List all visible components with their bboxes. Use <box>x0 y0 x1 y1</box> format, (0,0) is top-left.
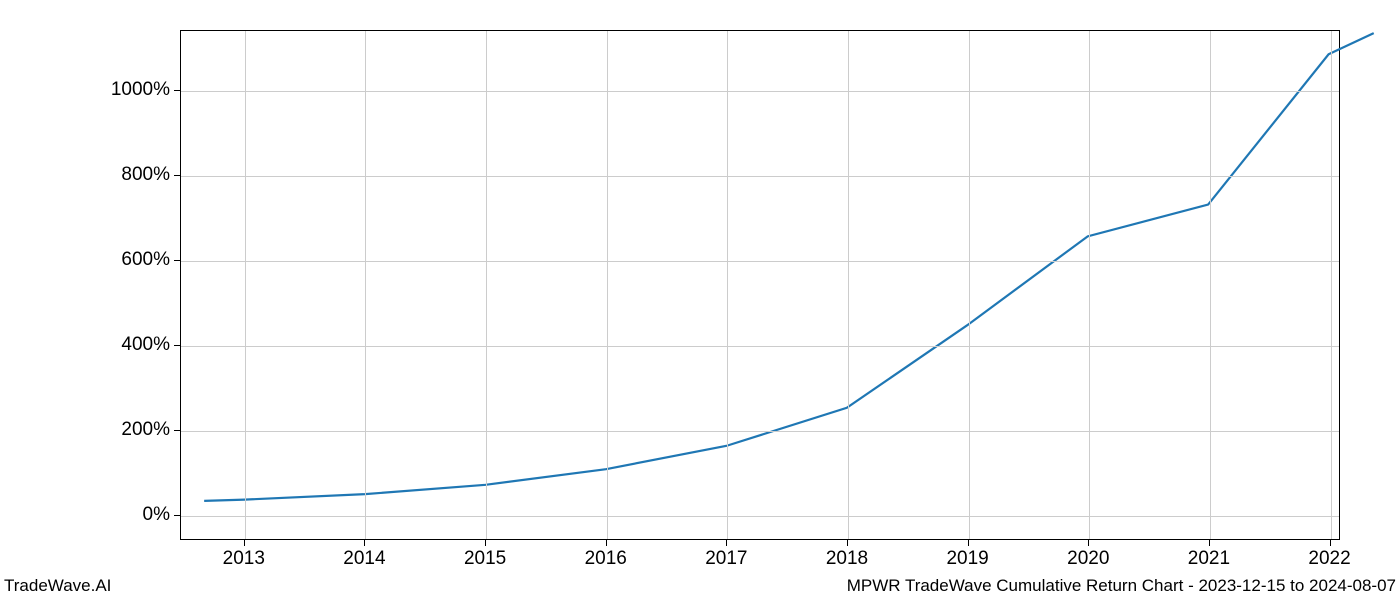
grid-line-vertical <box>1089 31 1090 539</box>
y-axis-tick-label: 400% <box>90 334 170 356</box>
chart-plot-area <box>180 30 1340 540</box>
grid-line-vertical <box>727 31 728 539</box>
x-axis-tick-label: 2018 <box>826 548 868 570</box>
x-axis-tick-label: 2020 <box>1067 548 1109 570</box>
x-axis-tick-mark <box>606 540 607 546</box>
grid-line-vertical <box>1210 31 1211 539</box>
grid-line-horizontal <box>181 176 1339 177</box>
grid-line-vertical <box>1331 31 1332 539</box>
x-axis-tick-label: 2017 <box>705 548 747 570</box>
grid-line-vertical <box>607 31 608 539</box>
x-axis-tick-label: 2014 <box>343 548 385 570</box>
grid-line-horizontal <box>181 516 1339 517</box>
footer-left-text: TradeWave.AI <box>4 576 111 596</box>
x-axis-tick-label: 2016 <box>585 548 627 570</box>
grid-line-horizontal <box>181 346 1339 347</box>
y-axis-tick-mark <box>174 345 180 346</box>
y-axis-tick-label: 600% <box>90 249 170 271</box>
y-axis-tick-label: 200% <box>90 419 170 441</box>
grid-line-vertical <box>848 31 849 539</box>
x-axis-tick-mark <box>1209 540 1210 546</box>
grid-line-vertical <box>365 31 366 539</box>
y-axis-tick-label: 1000% <box>90 79 170 101</box>
x-axis-tick-mark <box>244 540 245 546</box>
x-axis-tick-mark <box>726 540 727 546</box>
x-axis-tick-mark <box>1088 540 1089 546</box>
x-axis-tick-mark <box>847 540 848 546</box>
grid-line-horizontal <box>181 91 1339 92</box>
x-axis-tick-mark <box>364 540 365 546</box>
y-axis-tick-label: 800% <box>90 164 170 186</box>
grid-line-vertical <box>486 31 487 539</box>
y-axis-tick-mark <box>174 260 180 261</box>
x-axis-tick-label: 2015 <box>464 548 506 570</box>
grid-line-vertical <box>245 31 246 539</box>
grid-line-horizontal <box>181 261 1339 262</box>
x-axis-tick-label: 2021 <box>1188 548 1230 570</box>
y-axis-tick-label: 0% <box>90 504 170 526</box>
x-axis-tick-label: 2022 <box>1308 548 1350 570</box>
y-axis-tick-mark <box>174 430 180 431</box>
x-axis-tick-mark <box>485 540 486 546</box>
line-chart-svg <box>181 31 1339 539</box>
x-axis-tick-label: 2013 <box>223 548 265 570</box>
y-axis-tick-mark <box>174 175 180 176</box>
grid-line-horizontal <box>181 431 1339 432</box>
x-axis-tick-label: 2019 <box>946 548 988 570</box>
footer-right-text: MPWR TradeWave Cumulative Return Chart -… <box>847 576 1396 596</box>
y-axis-tick-mark <box>174 515 180 516</box>
x-axis-tick-mark <box>1330 540 1331 546</box>
grid-line-vertical <box>969 31 970 539</box>
y-axis-tick-mark <box>174 90 180 91</box>
x-axis-tick-mark <box>968 540 969 546</box>
